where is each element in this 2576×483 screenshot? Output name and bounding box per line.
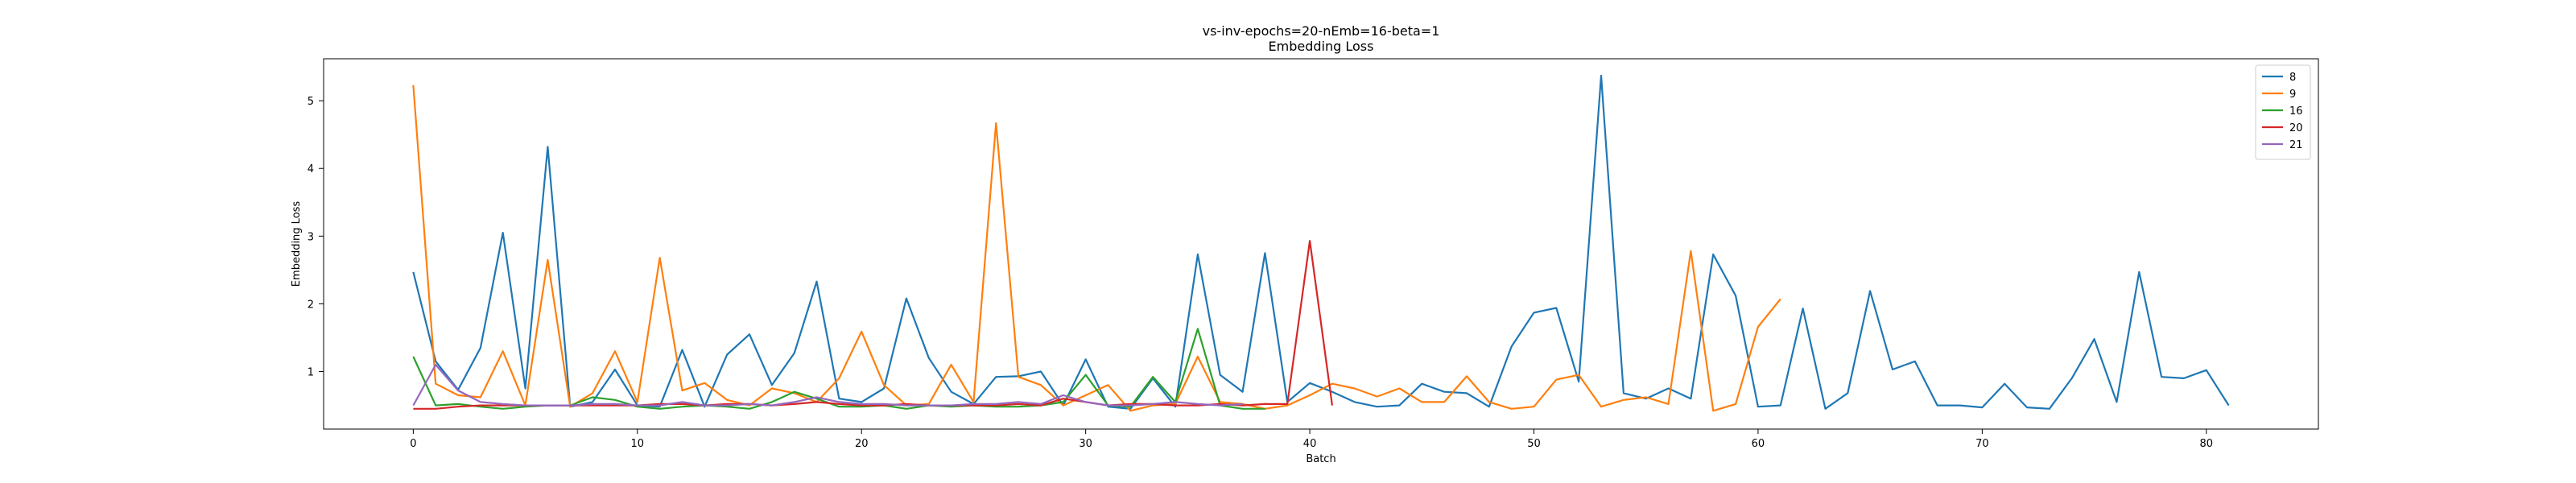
plot-lines xyxy=(412,74,2230,412)
series-line-20 xyxy=(413,240,1333,410)
legend-label: 20 xyxy=(2289,122,2303,134)
x-axis: 0 10 20 30 40 50 60 70 80 xyxy=(410,429,2213,450)
y-tick-label: 5 xyxy=(308,96,314,108)
x-tick-label: 40 xyxy=(1303,438,1317,450)
x-tick-label: 20 xyxy=(855,438,869,450)
legend-label: 21 xyxy=(2289,139,2303,151)
plot-frame xyxy=(323,58,2319,430)
x-tick-label: 10 xyxy=(631,438,645,450)
chart-subtitle: Embedding Loss xyxy=(1269,39,1374,54)
y-tick-label: 1 xyxy=(308,367,314,379)
x-tick-label: 60 xyxy=(1752,438,1765,450)
x-tick-label: 50 xyxy=(1527,438,1541,450)
y-tick-label: 4 xyxy=(308,163,314,175)
x-tick-label: 0 xyxy=(410,438,416,450)
legend: 8 9 16 20 21 xyxy=(2255,64,2311,160)
x-tick-label: 80 xyxy=(2200,438,2214,450)
y-axis: 1 2 3 4 5 xyxy=(308,96,324,379)
series-line-8 xyxy=(412,74,2230,410)
x-tick-label: 30 xyxy=(1079,438,1092,450)
x-tick-label: 70 xyxy=(1975,438,1989,450)
legend-box xyxy=(2255,64,2311,160)
legend-label: 9 xyxy=(2289,89,2296,101)
legend-label: 16 xyxy=(2289,105,2303,118)
legend-label: 8 xyxy=(2289,72,2296,84)
y-axis-label: Embedding Loss xyxy=(291,201,303,287)
chart-title: vs-inv-epochs=20-nEmb=16-beta=1 xyxy=(1203,23,1440,39)
y-tick-label: 3 xyxy=(308,231,314,243)
series-line-21 xyxy=(412,364,1243,407)
series-line-9 xyxy=(412,85,1781,412)
x-axis-label: Batch xyxy=(1306,453,1335,465)
y-tick-label: 2 xyxy=(308,299,314,311)
